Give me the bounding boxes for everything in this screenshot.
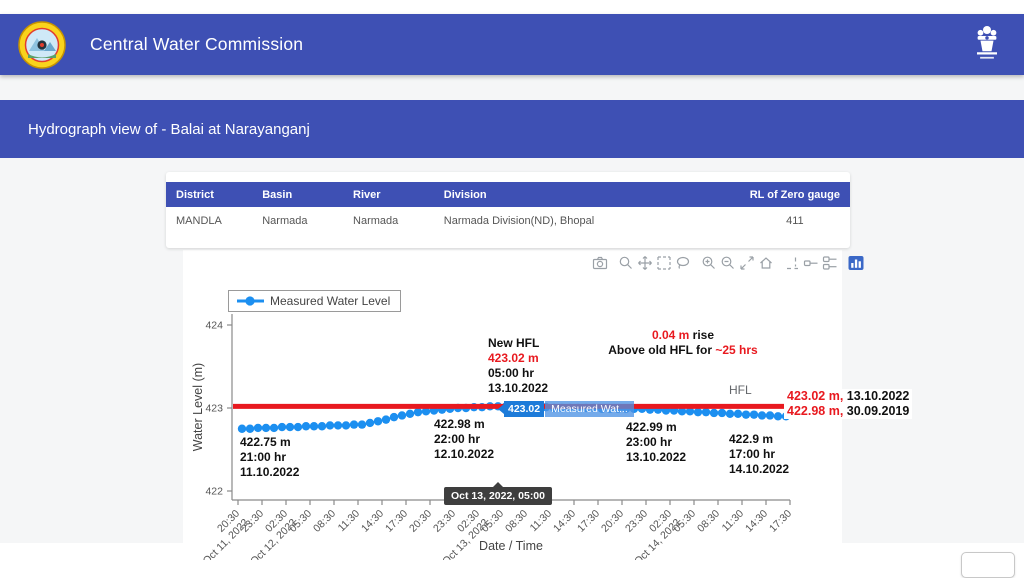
zoom-out-button[interactable] [719,255,736,271]
toggle-spike-lines-button[interactable] [783,255,800,271]
autoscale-button[interactable] [738,255,755,271]
reset-axes-icon [759,257,772,269]
box-select-icon [656,256,671,270]
station-col-header: Division [443,188,487,201]
hfl-side-label: 423.02 m, 13.10.2022 [784,389,913,404]
lasso-select-icon [676,256,689,269]
table-cell: Narmada [353,215,399,227]
reset-axes-button[interactable] [757,255,774,271]
svg-text:08:30: 08:30 [695,508,722,535]
toggle-spike-lines-icon [786,257,798,270]
station-col-header: District [176,188,214,201]
svg-text:23:30: 23:30 [431,508,458,535]
download-plot-as-png-button[interactable] [591,255,608,271]
svg-text:14:30: 14:30 [551,508,578,535]
zoom-out-icon [721,256,734,269]
svg-text:23:30: 23:30 [239,508,266,535]
annotation-first-point: 422.75 m 21:00 hr 11.10.2022 [240,435,300,480]
svg-text:05:30: 05:30 [287,508,314,535]
download-plot-as-png-icon [592,256,607,270]
annotation-new-hfl: New HFL 423.02 m 05:00 hr 13.10.2022 [488,336,549,396]
lasso-select-button[interactable] [674,255,691,271]
india-emblem-icon [977,26,997,59]
hydrograph-chart: 422 423 424 20:30 Oct 11, 2022 23:30 02:30 Oct … [183,250,983,560]
annotation-last-point: 422.9 m 17:00 hr 14.10.2022 [729,432,790,477]
show-closest-data-on-hover-button[interactable] [802,255,819,271]
table-cell: MANDLA [176,215,222,227]
pan-button[interactable] [636,255,653,271]
x-axis-title: Date / Time [479,539,543,553]
svg-text:20:30: 20:30 [599,508,626,535]
hover-value: 423.02 [504,400,545,417]
x-axis-tooltip: Oct 13, 2022, 05:00 [444,482,552,505]
hfl-line-label: HFL [729,383,752,397]
svg-text:17:30: 17:30 [575,508,602,535]
hover-caret-icon [498,403,504,414]
svg-text:23:30: 23:30 [623,508,650,535]
svg-text:11:30: 11:30 [720,508,747,535]
bottom-right-button[interactable] [961,552,1015,578]
pan-icon [637,256,652,270]
annotation-point-13oct: 422.99 m 23:00 hr 13.10.2022 [626,420,687,465]
table-cell: Narmada Division(ND), Bhopal [443,215,595,227]
autoscale-icon [739,256,754,270]
station-table: District Basin River Division RL of Zero gau… [166,182,850,235]
y-axis-title: Water Level (m) [191,362,205,452]
zoom-icon [619,256,632,269]
show-closest-data-on-hover-icon [803,260,817,267]
compare-data-on-hover-button[interactable] [821,255,838,271]
legend-label: Measured Water Level [270,294,391,308]
hfl-side-labels: 423.02 m, 13.10.2022 422.98 m, 30.09.2019 [784,389,913,419]
station-col-header: RL of Zero gauge [749,188,840,201]
svg-text:20:30: 20:30 [407,508,434,535]
annotation-rise-note: 0.04 m rise Above old HFL for ~25 hrs [608,328,758,358]
svg-text:17:30: 17:30 [383,508,410,535]
table-row: MANDLA Narmada Narmada Narmada Division(ND)… [166,207,850,235]
legend-marker-icon [237,296,264,306]
station-info-card: District Basin River Division RL of Zero gau… [166,172,850,248]
svg-text:08:30: 08:30 [503,508,530,535]
app-title: Central Water Commission [90,34,304,54]
banner-title: Hydrograph view of - Balai at Narayangan… [28,120,310,138]
compare-data-on-hover-icon [822,256,836,270]
box-select-button[interactable] [655,255,672,271]
table-cell: 411 [786,215,804,227]
hydrograph-banner: Hydrograph view of - Balai at Narayangan… [0,100,1024,158]
station-col-header: Basin [262,188,293,201]
svg-text:11:30: 11:30 [336,508,363,535]
plotly-logo-icon [848,256,863,270]
cwc-logo-icon[interactable] [18,20,66,69]
table-cell: Narmada [262,215,308,227]
svg-text:423: 423 [205,403,223,415]
svg-text:08:30: 08:30 [311,508,338,535]
svg-text:05:30: 05:30 [671,508,698,535]
svg-text:11:30: 11:30 [528,508,555,535]
zoom-in-icon [702,256,715,269]
annotation-point-12oct: 422.98 m 22:00 hr 12.10.2022 [434,417,495,462]
hover-label: 423.02 Measured Wat... [498,400,634,417]
chart-legend[interactable]: Measured Water Level [228,290,402,312]
station-table-header-row: District Basin River Division RL of Zero gau… [166,182,850,207]
plotly-logo-button[interactable] [847,255,864,271]
zoom-button[interactable] [617,255,634,271]
svg-text:05:30: 05:30 [479,508,506,535]
svg-text:424: 424 [205,320,223,332]
app-header: Central Water Commission [0,14,1024,75]
hfl-side-label: 422.98 m, 30.09.2019 [784,404,913,419]
plotly-modebar [591,255,866,271]
hover-series-label: Measured Wat... [545,400,634,417]
svg-text:422: 422 [205,486,223,498]
svg-text:17:30: 17:30 [767,508,794,535]
svg-text:14:30: 14:30 [743,508,770,535]
svg-text:14:30: 14:30 [359,508,386,535]
station-col-header: River [353,188,381,201]
zoom-in-button[interactable] [700,255,717,271]
